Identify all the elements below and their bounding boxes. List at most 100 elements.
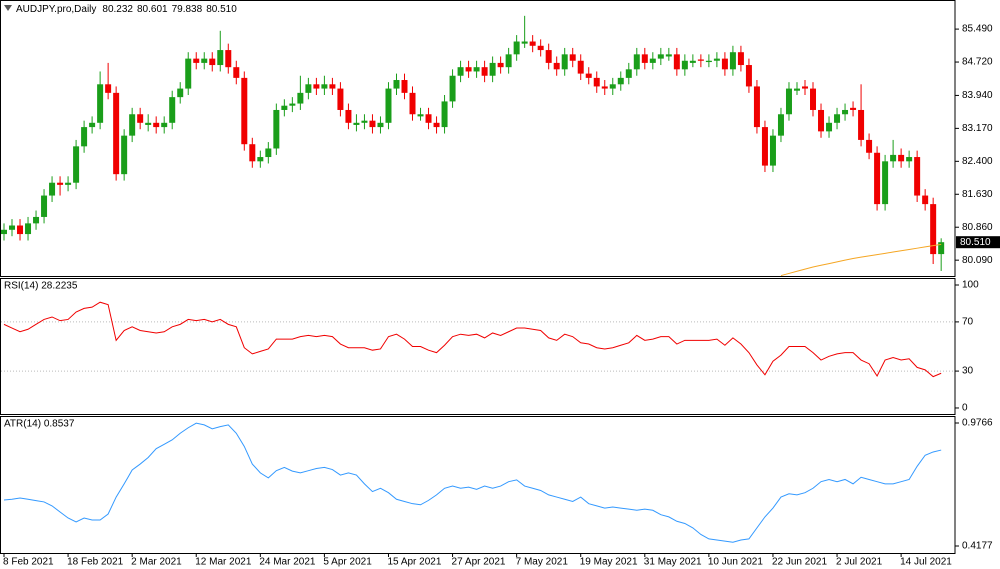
candle-body [818,109,825,132]
candle-body [697,59,704,61]
y-tick-label: 82.400 [962,156,993,167]
candle-body [906,157,913,162]
candle-body [922,195,929,205]
candle-body [810,88,817,110]
candle-body [257,157,264,162]
candle-body [938,242,945,255]
candle-body [425,114,432,123]
candle-body [569,54,576,61]
x-tick-label: 2 Jul 2021 [836,557,883,568]
candle-body [201,58,208,63]
candle-body [449,75,456,102]
candle-body [33,216,40,224]
candle-body [465,67,472,72]
candle-body [25,223,32,235]
candle-body [97,84,104,123]
x-tick-label: 12 Mar 2021 [195,557,252,568]
candle-body [842,109,849,115]
candle-body [513,41,520,55]
candle-body [729,52,736,70]
candle-body [441,101,448,128]
x-tick-label: 14 Jul 2021 [900,557,952,568]
x-tick-label: 27 Apr 2021 [452,557,506,568]
candle-body [802,86,808,89]
candle-body [41,195,48,217]
x-tick-label: 8 Feb 2021 [3,557,54,568]
candle-body [553,62,560,70]
candle-body [473,67,480,72]
candle-body [193,58,200,63]
y-tick-label: 84.720 [962,57,993,68]
candle-body [585,73,592,78]
x-tick-label: 19 May 2021 [580,557,638,568]
candle-body [409,92,416,115]
candle-body [930,204,937,255]
price-tag: 80.510 [960,237,991,248]
candle-body [834,114,841,123]
y-tick-label: 83.170 [962,123,993,134]
candle-body [777,114,784,136]
candle-body [433,122,440,128]
y-tick-label: 0.9766 [962,418,993,429]
candle-body [753,86,760,128]
candle-body [225,50,232,68]
header-value: 80.601 [137,4,168,15]
candle-body [593,77,600,87]
candle-body [737,52,744,66]
candle-body [281,105,288,110]
candle-body [761,127,768,166]
candle-body [137,114,144,123]
y-tick-label: 85.490 [962,24,993,35]
header-value: 80.232 [102,4,133,15]
candle-body [241,77,248,145]
candle-body [898,154,905,162]
candle-body [529,41,536,46]
panel-title: RSI(14) 28.2235 [4,281,78,292]
candle-body [209,58,216,66]
candle-body [745,65,752,87]
candle-body [81,127,88,147]
candle-body [297,92,304,104]
candle-body [785,88,792,115]
header-value: 79.838 [172,4,203,15]
candle-body [233,67,240,78]
candle-body [313,84,320,89]
candle-body [826,122,833,132]
candle-body [882,161,889,205]
candle-body [657,54,664,59]
candle-body [505,54,512,68]
candle-body [57,182,64,185]
candle-body [625,69,632,78]
candle-body [249,144,256,162]
candle-body [914,157,921,196]
candle-body [665,54,672,57]
y-tick-label: 81.630 [962,189,993,200]
candle-body [489,62,496,76]
candle-body [393,80,400,89]
candle-body [369,120,376,128]
price-tag-bg [956,236,1000,249]
candle-body [874,152,881,205]
candle-body [265,148,272,158]
candle-body [121,135,128,175]
candle-body [649,58,656,63]
candle-body [113,92,120,175]
indicator-line [3,301,942,378]
candle-body [385,88,392,123]
candle-body [289,103,296,106]
candle-body [769,135,776,166]
panel-frame [0,0,956,277]
candle-body [561,54,568,70]
candle-body [577,60,584,74]
candle-body [481,67,488,76]
candle-body [89,122,96,128]
y-tick-label: 0 [962,403,968,414]
y-tick-label: 80.090 [962,255,993,266]
candle-body [850,107,857,110]
candle-body [633,54,640,70]
candle-body [321,84,328,89]
candle-body [329,84,336,89]
x-tick-label: 2 Mar 2021 [131,557,182,568]
candle-body [721,58,728,70]
